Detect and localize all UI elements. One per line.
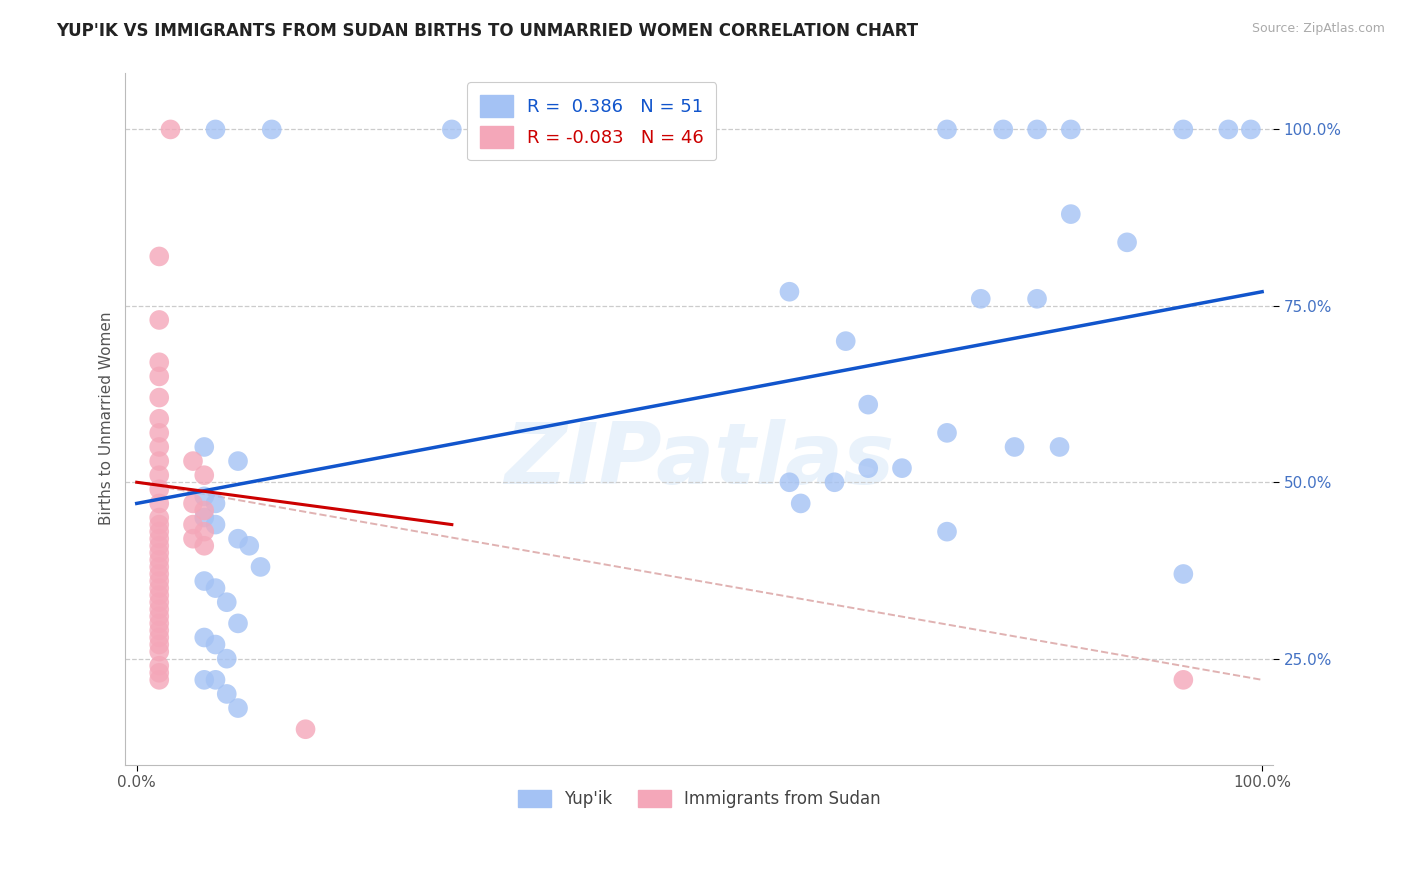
Point: [193, 524, 215, 539]
Point: [204, 122, 226, 136]
Point: [1004, 440, 1026, 454]
Point: [193, 440, 215, 454]
Point: [1049, 440, 1071, 454]
Point: [936, 122, 959, 136]
Point: [148, 468, 170, 483]
Point: [193, 503, 215, 517]
Point: [1116, 235, 1139, 250]
Point: [1218, 122, 1240, 136]
Point: [858, 461, 880, 475]
Point: [148, 595, 170, 609]
Point: [148, 616, 170, 631]
Point: [778, 285, 800, 299]
Point: [936, 524, 959, 539]
Point: [148, 249, 170, 263]
Point: [1173, 566, 1195, 581]
Point: [148, 553, 170, 567]
Point: [294, 723, 316, 737]
Point: [193, 673, 215, 687]
Point: [148, 369, 170, 384]
Point: [824, 475, 846, 490]
Point: [193, 489, 215, 503]
Point: [204, 581, 226, 595]
Point: [193, 574, 215, 588]
Point: [226, 532, 249, 546]
Point: [891, 461, 914, 475]
Point: [193, 539, 215, 553]
Point: [249, 560, 271, 574]
Point: [204, 638, 226, 652]
Point: [204, 517, 226, 532]
Point: [181, 454, 204, 468]
Point: [148, 539, 170, 553]
Point: [193, 631, 215, 645]
Point: [993, 122, 1015, 136]
Point: [1173, 122, 1195, 136]
Point: [226, 454, 249, 468]
Point: [148, 440, 170, 454]
Point: [148, 313, 170, 327]
Point: [789, 496, 811, 510]
Point: [148, 483, 170, 497]
Point: [238, 539, 260, 553]
Point: [148, 496, 170, 510]
Point: [181, 532, 204, 546]
Point: [148, 631, 170, 645]
Point: [148, 391, 170, 405]
Point: [1060, 207, 1083, 221]
Point: [148, 665, 170, 680]
Point: [148, 524, 170, 539]
Point: [204, 673, 226, 687]
Point: [148, 425, 170, 440]
Point: [1026, 122, 1049, 136]
Point: [858, 398, 880, 412]
Point: [970, 292, 993, 306]
Point: [148, 574, 170, 588]
Point: [148, 454, 170, 468]
Point: [215, 595, 238, 609]
Point: [541, 122, 564, 136]
Point: [215, 687, 238, 701]
Point: [148, 560, 170, 574]
Point: [440, 122, 463, 136]
Point: [204, 496, 226, 510]
Point: [159, 122, 181, 136]
Point: [148, 411, 170, 425]
Point: [193, 468, 215, 483]
Y-axis label: Births to Unmarried Women: Births to Unmarried Women: [100, 312, 114, 525]
Text: YUP'IK VS IMMIGRANTS FROM SUDAN BIRTHS TO UNMARRIED WOMEN CORRELATION CHART: YUP'IK VS IMMIGRANTS FROM SUDAN BIRTHS T…: [56, 22, 918, 40]
Point: [148, 517, 170, 532]
Point: [1173, 673, 1195, 687]
Point: [148, 645, 170, 659]
Point: [148, 546, 170, 560]
Point: [181, 517, 204, 532]
Point: [148, 588, 170, 602]
Point: [148, 602, 170, 616]
Point: [226, 701, 249, 715]
Point: [148, 510, 170, 524]
Point: [778, 475, 800, 490]
Point: [215, 651, 238, 665]
Point: [148, 581, 170, 595]
Point: [148, 566, 170, 581]
Point: [148, 638, 170, 652]
Point: [148, 673, 170, 687]
Point: [260, 122, 283, 136]
Point: [1060, 122, 1083, 136]
Point: [148, 532, 170, 546]
Point: [193, 510, 215, 524]
Text: Source: ZipAtlas.com: Source: ZipAtlas.com: [1251, 22, 1385, 36]
Point: [1240, 122, 1263, 136]
Point: [148, 609, 170, 624]
Legend: Yup'ik, Immigrants from Sudan: Yup'ik, Immigrants from Sudan: [512, 783, 887, 815]
Point: [835, 334, 858, 348]
Point: [148, 624, 170, 638]
Text: ZIPatlas: ZIPatlas: [505, 418, 894, 501]
Point: [936, 425, 959, 440]
Point: [181, 496, 204, 510]
Point: [148, 658, 170, 673]
Point: [1026, 292, 1049, 306]
Point: [148, 355, 170, 369]
Point: [226, 616, 249, 631]
